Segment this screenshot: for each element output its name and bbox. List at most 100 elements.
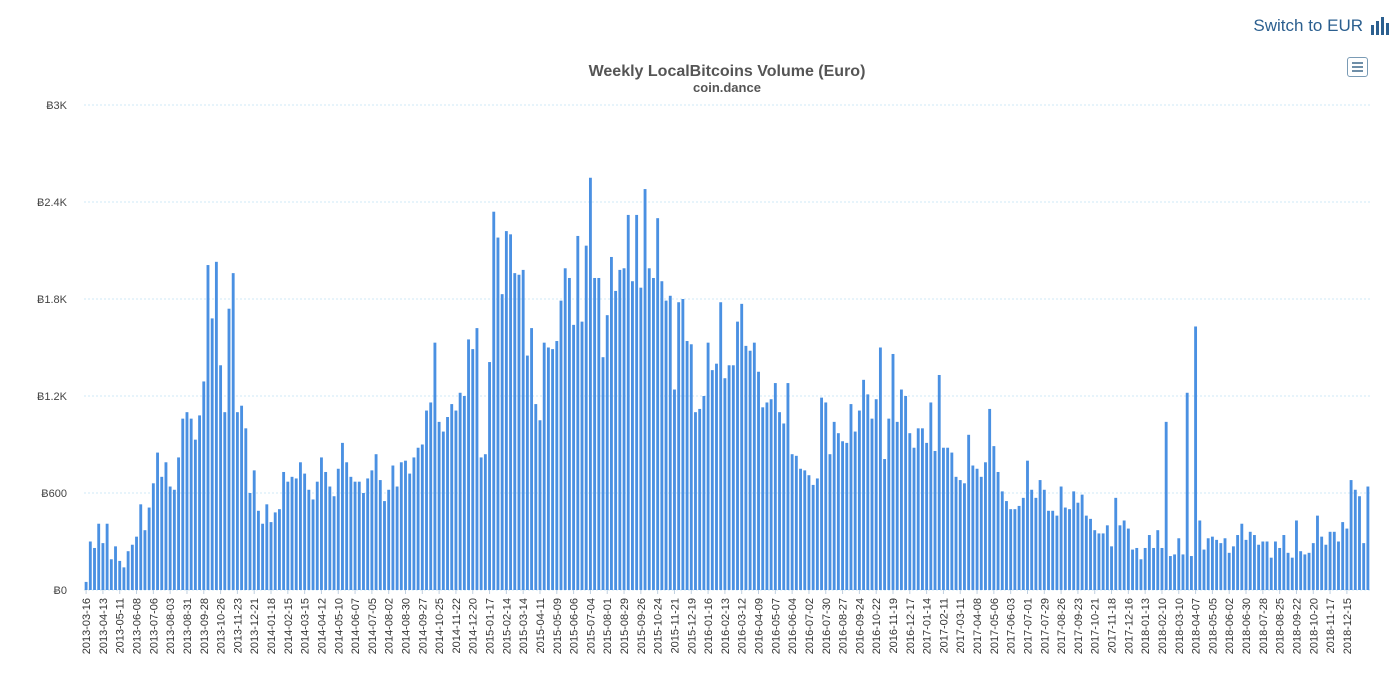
bar[interactable] [269,522,273,590]
bar[interactable] [1101,533,1105,590]
bar[interactable] [1110,546,1113,590]
bar[interactable] [1274,541,1277,591]
bar[interactable] [345,462,349,590]
bar[interactable] [462,396,466,590]
bar[interactable] [441,431,445,590]
bar[interactable] [1189,556,1193,590]
bar[interactable] [887,418,891,590]
bar[interactable] [883,459,887,590]
bar[interactable] [458,392,462,590]
bar[interactable] [357,481,361,590]
bar[interactable] [160,476,164,590]
bar[interactable] [824,402,828,590]
bar[interactable] [769,399,773,590]
bar[interactable] [706,342,710,590]
bar[interactable] [1105,525,1109,590]
bar[interactable] [1017,505,1021,590]
bar[interactable] [1005,501,1008,590]
bar[interactable] [1135,547,1139,590]
bar[interactable] [1084,515,1088,590]
bar[interactable] [727,365,731,590]
bar[interactable] [920,428,924,590]
bar[interactable] [618,269,622,590]
bar[interactable] [559,300,563,590]
bar[interactable] [933,450,937,590]
bar[interactable] [88,541,92,591]
bar[interactable] [988,408,992,590]
bar[interactable] [391,465,395,590]
bar[interactable] [429,402,433,590]
bar[interactable] [1076,502,1080,590]
bar[interactable] [857,410,861,590]
bar[interactable] [1051,510,1055,590]
bar[interactable] [1097,533,1101,590]
bar[interactable] [366,478,370,590]
bar[interactable] [1114,497,1118,590]
bar[interactable] [1202,549,1206,590]
bar[interactable] [1122,520,1126,590]
bar[interactable] [387,489,391,590]
bar[interactable] [143,530,147,590]
bar[interactable] [1038,480,1042,590]
bar[interactable] [1126,528,1130,590]
bar[interactable] [1080,494,1084,590]
bar[interactable] [605,315,609,590]
bar[interactable] [294,478,298,590]
bar[interactable] [454,410,458,590]
bar[interactable] [702,396,706,590]
bar[interactable] [315,481,319,590]
bar[interactable] [984,462,987,590]
bar[interactable] [597,277,601,590]
bar[interactable] [1248,531,1252,590]
bar[interactable] [1177,538,1181,590]
bar[interactable] [1131,549,1134,590]
bar[interactable] [719,302,723,590]
bar[interactable] [395,486,399,590]
bar[interactable] [210,318,214,590]
bar[interactable] [694,412,697,590]
bar[interactable] [341,442,344,590]
bar[interactable] [668,295,672,590]
bar[interactable] [307,489,311,590]
bar[interactable] [353,481,357,590]
bar[interactable] [256,510,260,590]
bar[interactable] [1055,515,1059,590]
bar[interactable] [610,256,613,590]
bar[interactable] [845,442,849,590]
bar[interactable] [647,268,651,590]
bar[interactable] [811,484,815,590]
bar[interactable] [1063,507,1067,590]
bar[interactable] [290,476,294,590]
bar[interactable] [820,397,823,590]
bar[interactable] [1303,554,1307,590]
bar[interactable] [799,468,802,590]
bar[interactable] [975,468,979,590]
bar[interactable] [500,294,504,590]
bar[interactable] [1173,554,1177,590]
bar[interactable] [408,473,412,590]
bar[interactable] [286,481,290,590]
bar[interactable] [1265,541,1269,591]
bar[interactable] [193,439,197,590]
bar[interactable] [378,480,382,590]
bar[interactable] [1236,535,1240,590]
bar[interactable] [265,504,269,590]
bar[interactable] [513,273,517,590]
bar[interactable] [1358,496,1361,590]
bar[interactable] [172,489,176,590]
bar[interactable] [1341,522,1345,590]
bar[interactable] [151,483,155,590]
bar[interactable] [303,473,307,590]
bar[interactable] [1009,509,1013,590]
bar[interactable] [912,447,916,590]
bar[interactable] [740,303,744,590]
bar[interactable] [1034,497,1038,590]
bar[interactable] [1164,421,1168,590]
bar[interactable] [248,493,252,590]
bar[interactable] [273,512,277,590]
bar[interactable] [1185,392,1189,590]
bar[interactable] [778,412,781,590]
bar[interactable] [202,381,206,590]
bar[interactable] [282,471,286,590]
bar[interactable] [584,245,588,590]
